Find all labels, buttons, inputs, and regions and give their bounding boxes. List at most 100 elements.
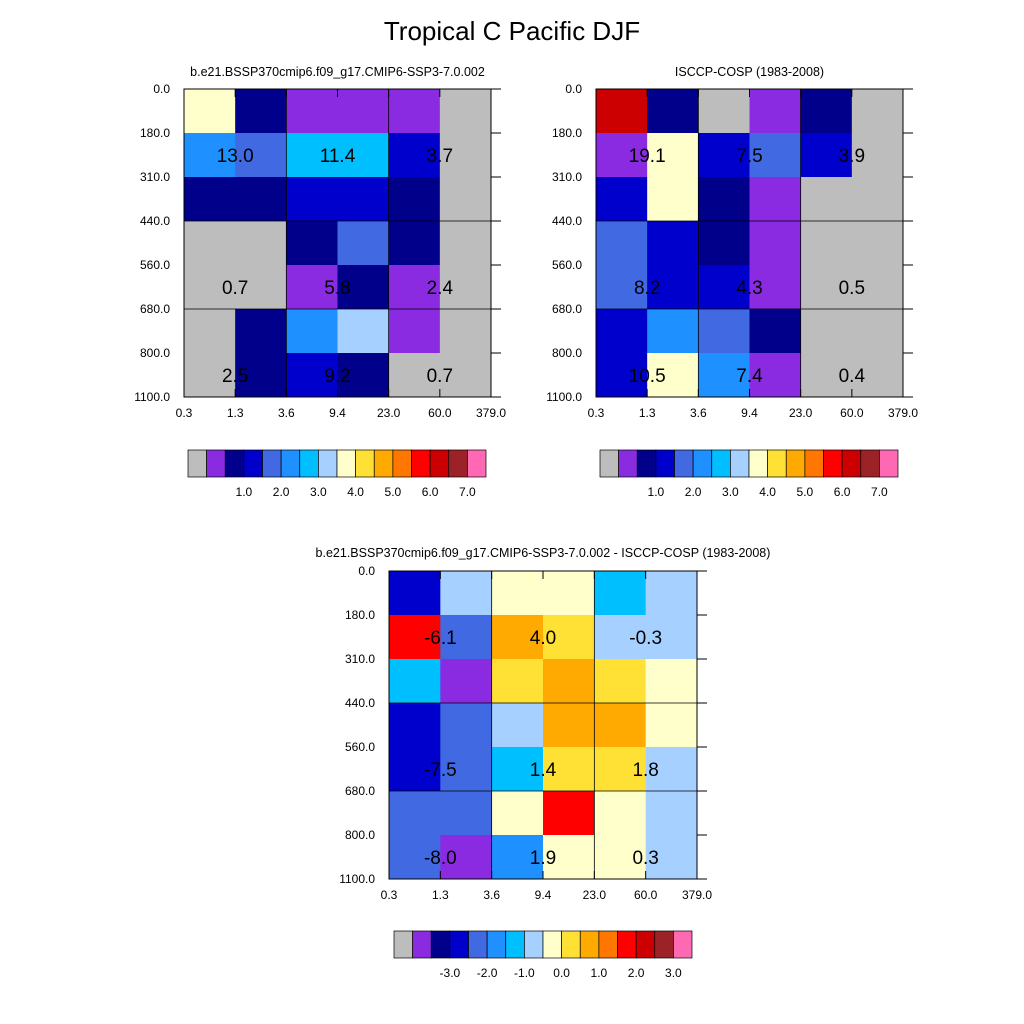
heatmap-cell: [749, 89, 802, 134]
heatmap-cell: [851, 133, 904, 178]
heatmap-cell: [389, 703, 441, 748]
heatmap-cell: [388, 265, 441, 310]
colorbar-box: [804, 449, 824, 478]
heatmap-cell: [440, 571, 493, 616]
heatmap-cell: [440, 615, 493, 660]
cell-value-label: 7.5: [736, 146, 762, 167]
y-tick-label: 560.0: [140, 258, 170, 272]
heatmap-cell: [645, 659, 698, 704]
x-tick-label: 1.3: [639, 406, 656, 420]
heatmap-cell: [800, 89, 853, 134]
heatmap-cell: [389, 659, 441, 704]
heatmap-cell: [749, 265, 802, 310]
y-tick-label: 560.0: [552, 258, 582, 272]
colorbar-tick-label: 6.0: [834, 485, 851, 499]
heatmap-cell: [647, 265, 699, 310]
cell-value-label: 0.7: [427, 366, 453, 387]
colorbar-box: [524, 930, 544, 959]
colorbar-box: [355, 449, 375, 478]
heatmap-cell: [286, 133, 338, 178]
heatmap-cell: [851, 265, 904, 310]
y-tick-label: 800.0: [140, 346, 170, 360]
heatmap-cell: [337, 309, 390, 354]
x-tick-label: 379.0: [476, 406, 506, 420]
y-tick-label: 310.0: [140, 170, 170, 184]
x-tick-label: 9.4: [741, 406, 758, 420]
heatmap-cell: [491, 659, 544, 704]
heatmap-cell: [647, 353, 699, 398]
heatmap-cell: [698, 177, 750, 222]
heatmap-cell: [647, 221, 699, 266]
heatmap-cell: [594, 791, 647, 836]
heatmap-cell: [543, 571, 595, 616]
x-tick-label: 60.0: [840, 406, 864, 420]
heatmap-cell: [184, 133, 236, 178]
colorbar-box: [823, 449, 843, 478]
x-tick-label: 0.3: [176, 406, 193, 420]
y-tick-label: 0.0: [565, 82, 582, 96]
colorbar-tick-label: -1.0: [514, 966, 535, 980]
colorbar-tick-label: 7.0: [459, 485, 476, 499]
heatmap-cell: [800, 133, 853, 178]
heatmap-cell: [184, 265, 236, 310]
heatmap-cell: [851, 89, 904, 134]
colorbar: -3.0 -2.0 -1.0 0.0 1.0 2.0 3.0: [393, 930, 693, 980]
heatmap-cell: [800, 177, 853, 222]
colorbar-tick-label: 1.0: [236, 485, 253, 499]
colorbar-tick-label: 2.0: [273, 485, 290, 499]
heatmap-cell: [235, 309, 287, 354]
cell-value-label: 9.2: [324, 366, 350, 387]
heatmap-cell: [184, 221, 236, 266]
y-tick-label: 180.0: [140, 126, 170, 140]
y-tick-label: 310.0: [345, 652, 375, 666]
heatmap-cell: [439, 265, 492, 310]
heatmap-cell: [698, 265, 750, 310]
heatmap-cell: [596, 89, 648, 134]
y-tick-label: 180.0: [345, 608, 375, 622]
heatmap-cell: [491, 747, 544, 792]
heatmap-cell: [749, 177, 802, 222]
colorbar-box: [598, 930, 618, 959]
heatmap-cell: [388, 133, 441, 178]
cell-value-label: -0.3: [629, 628, 662, 649]
colorbar-tick-label: 4.0: [347, 485, 364, 499]
cell-value-label: -8.0: [424, 848, 457, 869]
heatmap-cell: [749, 221, 802, 266]
heatmap-cell: [337, 133, 390, 178]
heatmap-cell: [184, 177, 236, 222]
colorbar-box: [468, 930, 488, 959]
panel-1: b.e21.BSSP370cmip6.f09_g17.CMIP6-SSP3-7.…: [134, 65, 506, 499]
y-tick-label: 440.0: [345, 696, 375, 710]
colorbar: 1.0 2.0 3.0 4.0 5.0 6.0 7.0: [187, 449, 487, 499]
x-tick-label: 3.6: [483, 888, 500, 902]
heatmap-cell: [698, 89, 750, 134]
colorbar-box: [579, 930, 600, 959]
heatmap-cell: [440, 659, 493, 704]
heatmap-cell: [235, 89, 287, 134]
x-tick-label: 3.6: [690, 406, 707, 420]
colorbar-box: [599, 449, 619, 478]
colorbar-box: [299, 449, 319, 478]
cell-value-label: 13.0: [217, 146, 254, 167]
cell-value-label: 0.3: [632, 848, 658, 869]
colorbar-box: [618, 449, 638, 478]
heatmap-cell: [439, 221, 492, 266]
heatmap-cell: [698, 133, 750, 178]
cell-value-label: 10.5: [629, 366, 666, 387]
heatmap-cell: [491, 835, 544, 880]
y-tick-label: 560.0: [345, 740, 375, 754]
heatmap-cell: [439, 353, 492, 398]
colorbar-box: [206, 449, 226, 478]
x-tick-label: 23.0: [377, 406, 401, 420]
y-tick-label: 0.0: [153, 82, 170, 96]
colorbar-box: [767, 449, 787, 478]
heatmap-cell: [491, 615, 544, 660]
heatmap-cell: [286, 353, 338, 398]
colorbar-box: [617, 930, 637, 959]
colorbar-box: [411, 449, 431, 478]
colorbar-box: [654, 930, 674, 959]
heatmap-cell: [851, 221, 904, 266]
colorbar-tick-label: 1.0: [648, 485, 665, 499]
cell-value-label: 4.0: [530, 628, 556, 649]
y-tick-label: 440.0: [552, 214, 582, 228]
